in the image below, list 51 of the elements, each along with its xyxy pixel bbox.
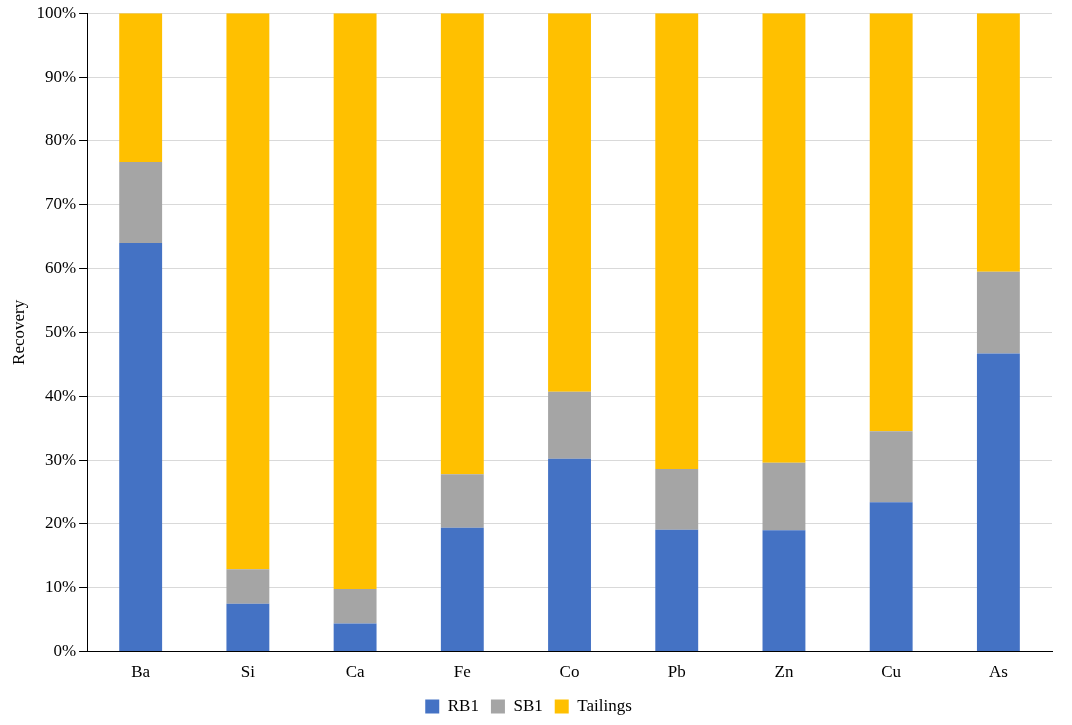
bar [869,13,913,432]
x-tick-label: Cu [881,662,902,682]
x-tick-label: Co [559,662,580,682]
bar [762,462,806,531]
x-tick-label: Fe [453,662,471,682]
bar [548,13,591,392]
y-tick-label: 50% [44,321,77,341]
bar [119,13,163,162]
y-axis-title: Recovery [8,299,28,365]
bar [440,527,484,652]
bar [655,529,699,652]
y-tick-label: 70% [44,194,77,214]
bar [655,13,699,470]
bar [548,458,591,652]
x-tick-label: Si [240,662,256,682]
bar [226,13,270,570]
bar [548,391,591,459]
bar [976,13,1020,272]
legend-label: SB1 [513,695,543,715]
bar [976,271,1020,354]
x-tick-label: Zn [774,662,794,682]
x-tick-label: As [988,662,1008,682]
y-tick-label: 90% [44,66,77,86]
legend-label: Tailings [577,695,632,715]
x-tick-label: Ba [131,662,151,682]
bar [119,243,163,652]
legend-label: RB1 [447,695,479,715]
bar [762,530,806,652]
bar [226,569,270,604]
bar [869,431,913,503]
bar [655,469,699,530]
y-tick-label: 10% [44,577,77,597]
bar [333,589,377,624]
bar [440,13,484,475]
y-tick-label: 60% [44,258,77,278]
bar [869,502,913,652]
x-tick-label: Pb [667,662,686,682]
x-tick-label: Ca [345,662,365,682]
y-tick-label: 0% [53,641,77,661]
y-tick-label: 100% [36,2,77,22]
bar [440,474,484,528]
bar [333,13,377,590]
bar [333,623,377,652]
bar [976,353,1020,652]
y-tick-label: 30% [44,449,77,469]
bar [762,13,806,463]
y-tick-label: 80% [44,130,77,150]
bar [119,161,163,244]
y-tick-label: 40% [44,385,77,405]
bar [226,603,270,652]
y-tick-label: 20% [44,513,77,533]
